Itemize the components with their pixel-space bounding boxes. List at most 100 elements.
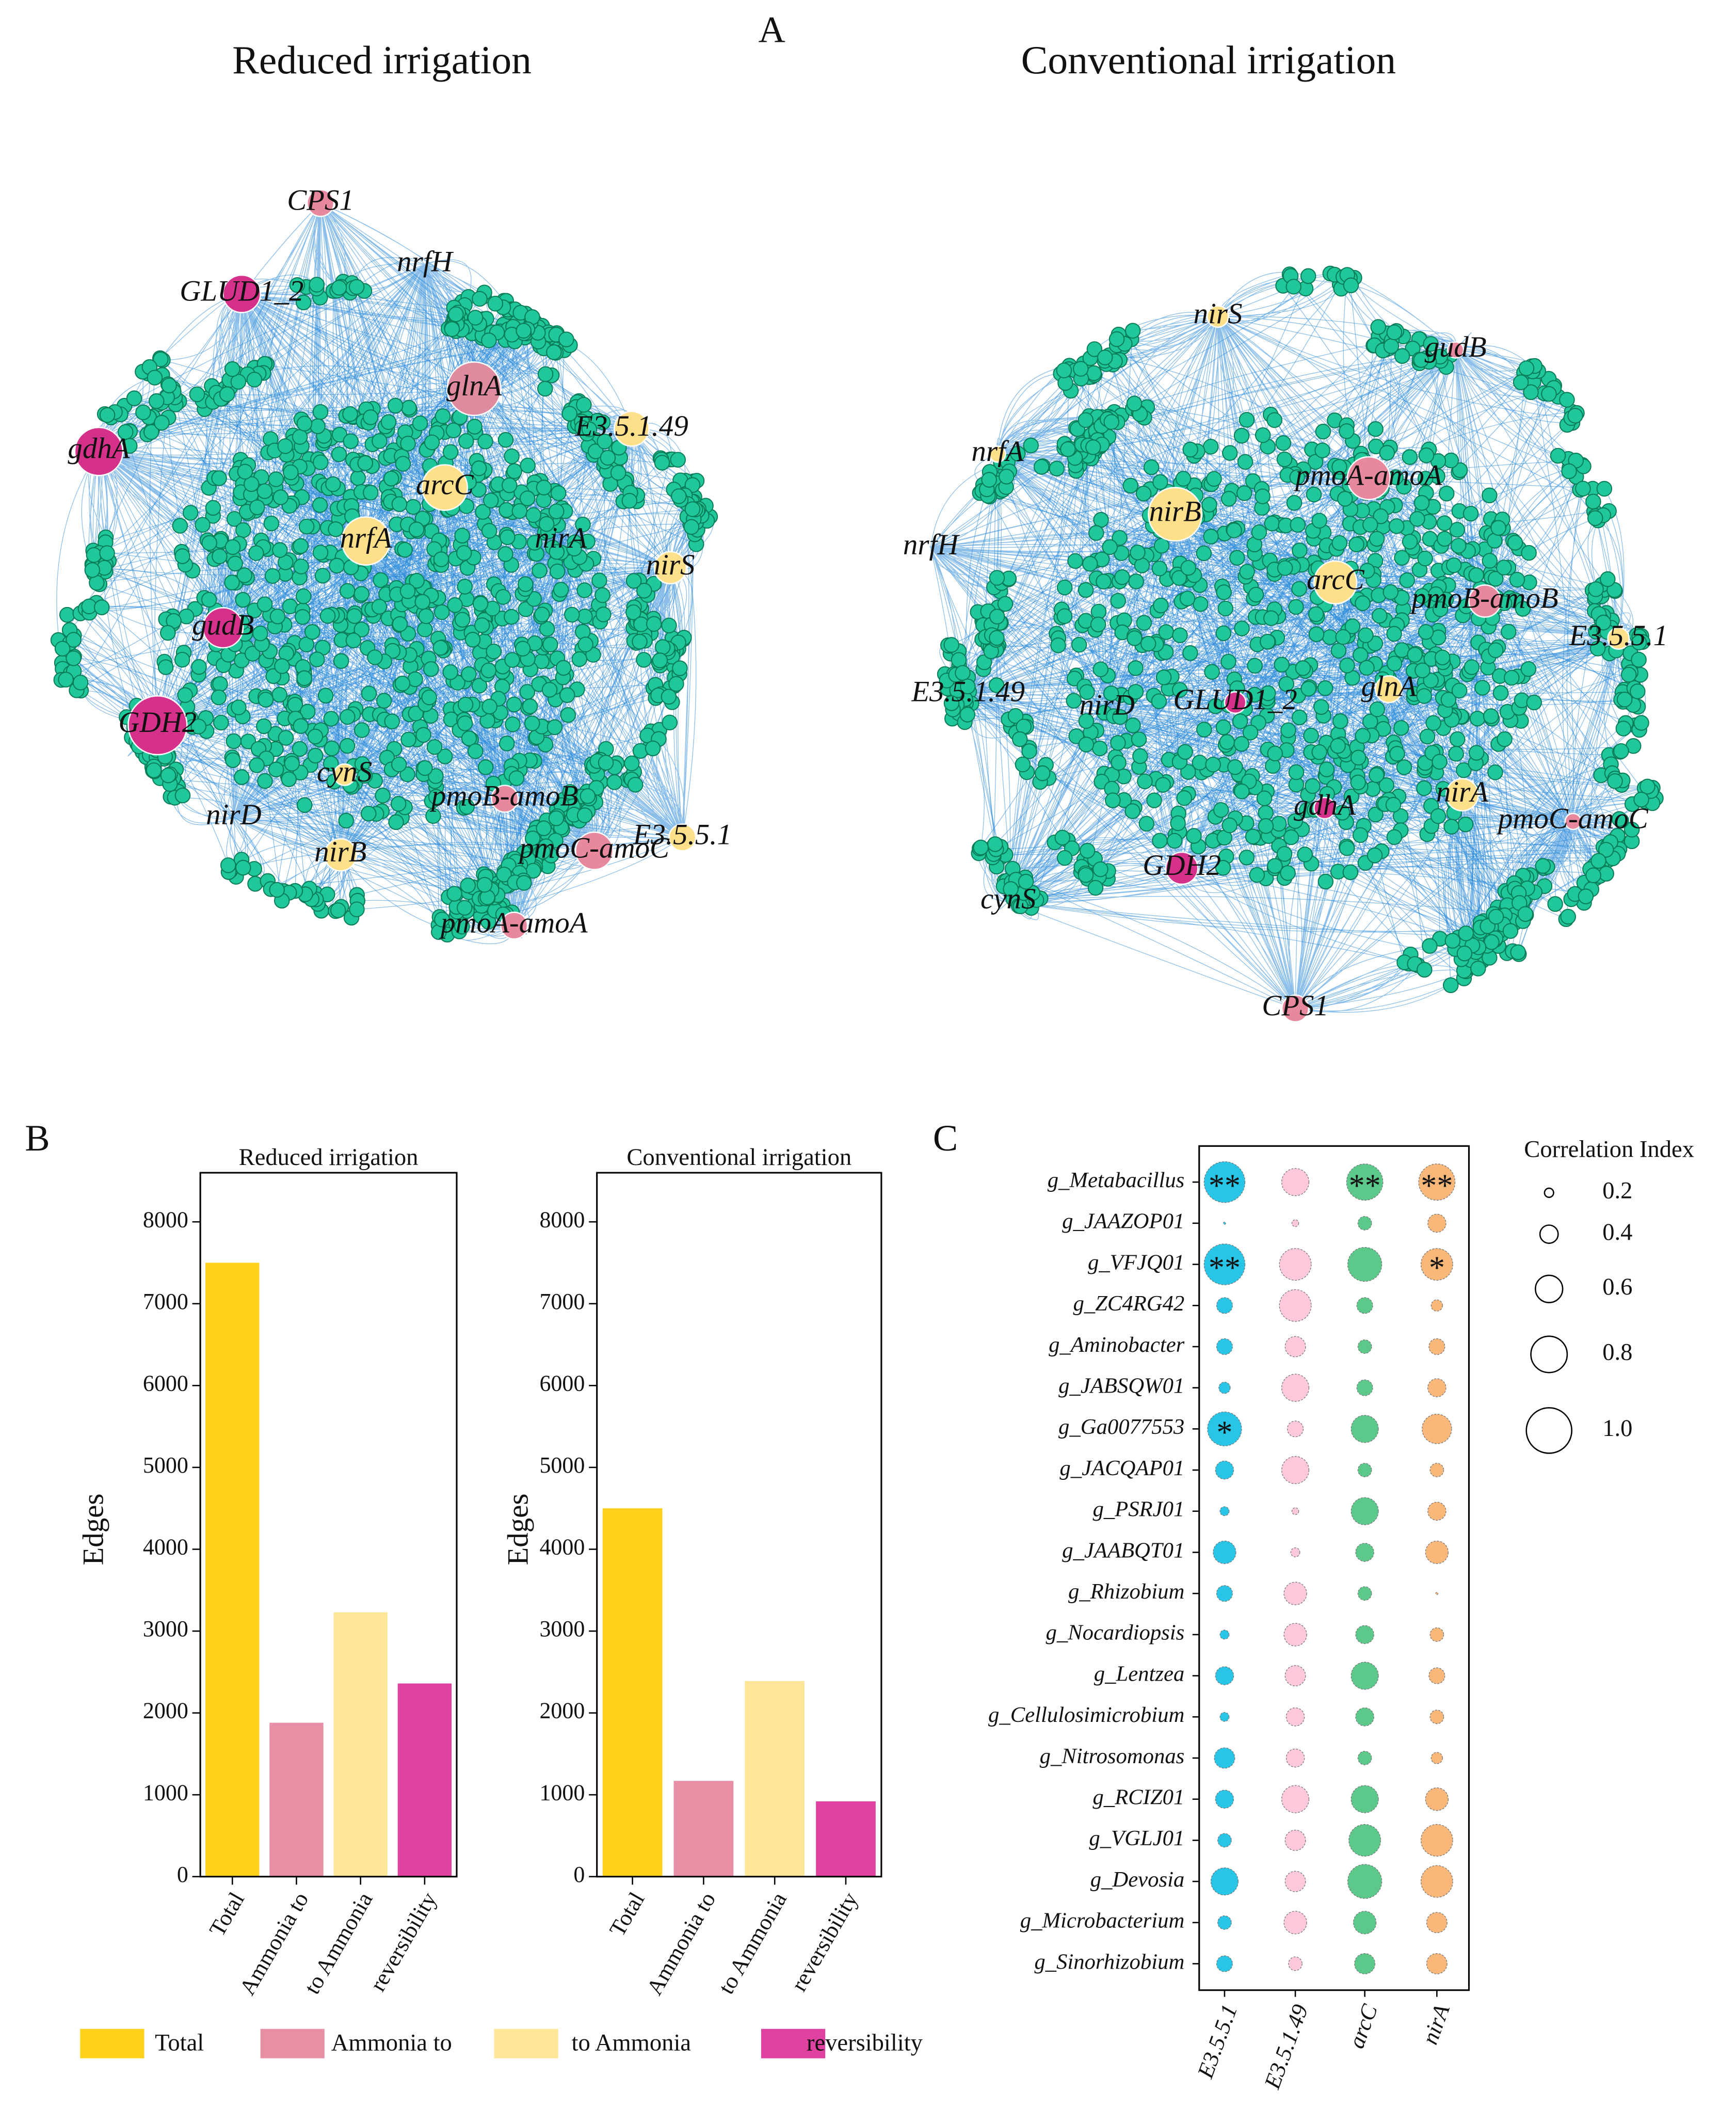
network-node	[99, 407, 116, 423]
network-node	[177, 687, 193, 703]
row-label: g_JABSQW01	[1058, 1374, 1184, 1398]
network-node	[997, 596, 1014, 612]
network-node	[1339, 657, 1355, 674]
network-node	[1131, 731, 1147, 747]
network-node	[380, 414, 397, 430]
network-node	[1193, 596, 1209, 612]
network-node	[394, 675, 411, 692]
network-node	[1507, 535, 1523, 551]
bar	[673, 1781, 734, 1877]
network-node	[293, 718, 309, 734]
network-node	[519, 684, 536, 700]
gene-label: GLUD1_2	[1173, 683, 1297, 716]
network-node	[1474, 680, 1490, 696]
network-node	[172, 518, 188, 534]
row-label: g_Metabacillus	[1048, 1168, 1185, 1192]
network-node	[1521, 545, 1537, 561]
gene-label: pmoC-amoC	[1496, 803, 1649, 835]
network-node	[515, 641, 531, 657]
network-node	[560, 707, 576, 723]
network-node	[959, 707, 976, 723]
network-node	[539, 621, 555, 637]
panel-label: B	[25, 1117, 50, 1159]
bubble	[1354, 1953, 1376, 1974]
network-node	[1470, 961, 1486, 977]
network-node	[610, 465, 626, 481]
network-node	[487, 295, 504, 312]
bubble	[1281, 1456, 1310, 1484]
network-node	[499, 502, 515, 518]
network-node	[1090, 616, 1106, 633]
gene-label: nirA	[535, 522, 587, 554]
network-node	[987, 836, 1003, 852]
network-node	[1313, 699, 1329, 715]
network-node	[391, 756, 407, 773]
network-node	[1108, 331, 1125, 347]
network-node	[1631, 651, 1647, 668]
network-node	[1220, 491, 1237, 507]
network-node	[520, 457, 536, 474]
network-node	[448, 306, 464, 323]
network-node	[1339, 840, 1355, 856]
legend-swatch	[80, 2029, 144, 2058]
network-node	[1267, 745, 1283, 762]
bubble	[1357, 1751, 1372, 1765]
network-node	[72, 675, 89, 691]
network-node	[472, 596, 489, 612]
network-node	[1227, 759, 1243, 775]
network-node	[182, 505, 199, 521]
bubble	[1284, 1829, 1306, 1851]
network-node	[1416, 780, 1432, 796]
network-node	[1414, 662, 1430, 679]
network-node	[1383, 584, 1399, 600]
network-node	[249, 757, 265, 773]
network-node	[272, 542, 288, 558]
row-label: g_Ga0077553	[1058, 1415, 1184, 1439]
network-node	[428, 768, 444, 784]
network-node	[1247, 658, 1263, 674]
network-node	[1221, 445, 1238, 461]
network-node	[555, 660, 572, 676]
network-node	[1015, 756, 1031, 773]
network-node	[1430, 808, 1446, 824]
network-node	[392, 616, 408, 632]
bubble	[1215, 1460, 1234, 1480]
network-node	[1456, 945, 1473, 962]
network-node	[1386, 324, 1403, 341]
gene-label: pmoA-amoA	[1293, 459, 1442, 492]
network-node	[383, 470, 399, 487]
size-legend-circle	[1544, 1187, 1554, 1198]
network-node	[146, 762, 162, 778]
network-node	[497, 432, 514, 448]
network-node	[517, 576, 534, 592]
network-node	[516, 323, 532, 339]
network-node	[652, 652, 668, 668]
legend-label: reversibility	[807, 2030, 923, 2056]
gene-label: glnA	[446, 370, 502, 402]
network-node	[1152, 833, 1168, 849]
gene-label: gudB	[192, 609, 254, 641]
network-node	[93, 599, 110, 615]
network-node	[264, 568, 281, 584]
network-node	[1369, 767, 1385, 783]
network-node	[506, 696, 522, 713]
network-node	[342, 406, 358, 422]
y-axis-label: Edges	[502, 1493, 534, 1565]
network-node	[1137, 773, 1153, 790]
size-legend-circle	[1530, 1335, 1568, 1374]
network-node	[323, 711, 340, 727]
network-node	[1276, 451, 1293, 468]
network-node	[1483, 708, 1499, 724]
network-node	[1496, 560, 1512, 576]
row-label: g_PSRJ01	[1092, 1497, 1184, 1522]
bubble	[1281, 1374, 1310, 1402]
network-node	[349, 901, 365, 918]
bubble	[1356, 1297, 1373, 1314]
network-node	[662, 714, 678, 731]
network-node	[537, 380, 553, 397]
network-node	[1170, 815, 1186, 832]
network-node	[397, 541, 413, 558]
network-node	[1153, 597, 1169, 614]
gene-label: nirS	[1194, 297, 1243, 330]
network-node	[1092, 861, 1108, 877]
